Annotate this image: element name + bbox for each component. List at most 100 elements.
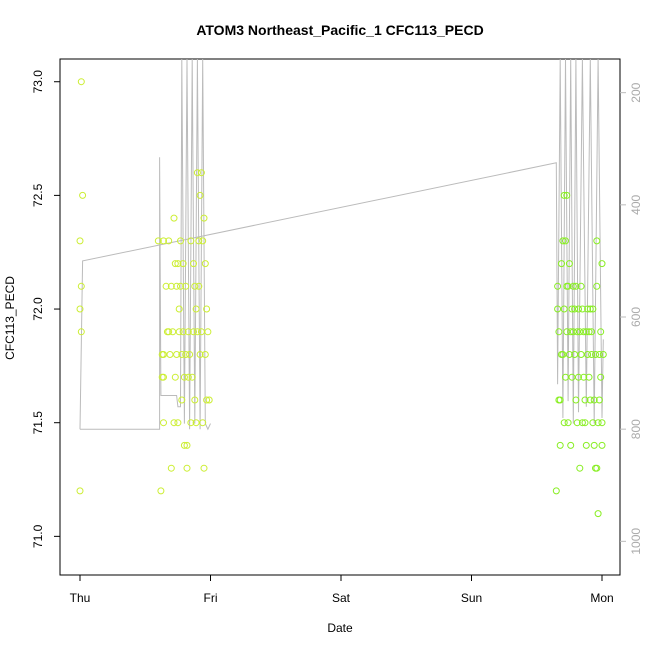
- data-point: [595, 351, 603, 358]
- data-point: [193, 169, 201, 177]
- data-point: [575, 305, 582, 313]
- data-point: [560, 419, 568, 427]
- data-point: [578, 305, 586, 313]
- data-point: [170, 419, 178, 427]
- data-point: [580, 328, 588, 336]
- y-axis: 71.0 71.5 72.0 72.5 73.0: [31, 70, 60, 548]
- data-point: [201, 351, 209, 358]
- data-point: [589, 305, 597, 313]
- y-tick-label: 73.0: [31, 70, 45, 94]
- x-axis-label: Date: [327, 621, 353, 635]
- data-point: [560, 305, 568, 313]
- data-point: [180, 441, 188, 449]
- data-point: [572, 396, 580, 404]
- data-point: [174, 419, 182, 427]
- data-point: [567, 441, 575, 449]
- data-point: [565, 260, 573, 268]
- data-point: [588, 328, 596, 336]
- data-point: [77, 328, 85, 336]
- data-point: [554, 305, 562, 313]
- data-point: [195, 237, 203, 245]
- y-tick-label: 71.5: [31, 411, 45, 435]
- data-point: [586, 396, 594, 404]
- data-point: [565, 351, 573, 358]
- data-point: [552, 487, 560, 495]
- data-point: [588, 351, 596, 358]
- data-point: [174, 260, 182, 268]
- data-point: [572, 282, 580, 290]
- y-tick-label: 72.5: [31, 183, 45, 207]
- right-tick-label: 1000: [629, 528, 643, 555]
- data-point: [599, 351, 607, 358]
- data-point: [582, 328, 590, 336]
- data-point: [165, 237, 173, 245]
- data-point: [154, 237, 162, 245]
- data-point: [178, 396, 186, 404]
- data-point: [182, 351, 190, 358]
- data-point: [586, 305, 594, 313]
- data-point: [200, 464, 208, 472]
- data-point: [555, 328, 563, 336]
- data-point: [182, 282, 190, 290]
- data-point: [160, 237, 167, 245]
- data-point: [593, 237, 601, 245]
- data-point: [187, 237, 195, 245]
- data-point: [563, 191, 571, 199]
- data-point: [76, 305, 84, 313]
- right-axis: 200 400 600 800 1000: [620, 82, 643, 555]
- right-tick-label: 600: [629, 307, 643, 327]
- x-tick-label: Sun: [461, 591, 482, 605]
- right-tick-label: 800: [629, 419, 643, 439]
- data-point: [167, 464, 175, 472]
- data-point: [576, 464, 584, 472]
- data-point: [183, 464, 191, 472]
- data-point: [187, 419, 195, 427]
- data-point: [558, 260, 565, 268]
- data-point: [569, 282, 577, 290]
- data-point: [571, 305, 579, 313]
- data-point: [559, 237, 567, 245]
- data-point: [166, 351, 174, 358]
- profile-line: [79, 59, 604, 430]
- data-point: [581, 396, 589, 404]
- data-point: [205, 396, 213, 404]
- data-point: [564, 282, 572, 290]
- data-point: [580, 373, 588, 381]
- x-tick-label: Sat: [332, 591, 351, 605]
- data-point: [178, 351, 186, 358]
- data-point: [167, 282, 175, 290]
- data-point: [173, 282, 181, 290]
- data-point: [160, 373, 167, 381]
- data-point: [203, 396, 211, 404]
- data-point: [556, 441, 564, 449]
- data-point: [165, 328, 173, 336]
- data-point: [190, 260, 197, 268]
- data-point: [585, 373, 593, 381]
- data-point: [175, 328, 183, 336]
- data-point: [575, 373, 582, 381]
- data-point: [594, 419, 602, 427]
- data-point: [171, 373, 179, 381]
- data-point: [590, 396, 598, 404]
- data-point: [598, 260, 606, 268]
- data-point: [173, 351, 181, 358]
- y-tick-label: 72.0: [31, 297, 45, 321]
- data-point: [590, 441, 598, 449]
- y-tick-label: 71.0: [31, 524, 45, 548]
- data-point: [598, 441, 606, 449]
- x-tick-label: Mon: [590, 591, 613, 605]
- data-point: [180, 373, 188, 381]
- data-point: [584, 305, 592, 313]
- data-point: [578, 419, 586, 427]
- data-point: [581, 419, 589, 427]
- data-point: [200, 214, 208, 222]
- data-point: [582, 441, 590, 449]
- x-tick-label: Thu: [70, 591, 91, 605]
- data-point: [160, 419, 167, 427]
- data-point: [562, 237, 569, 245]
- data-point: [584, 351, 592, 358]
- data-point: [204, 328, 212, 336]
- data-point: [597, 373, 605, 381]
- data-point: [577, 282, 585, 290]
